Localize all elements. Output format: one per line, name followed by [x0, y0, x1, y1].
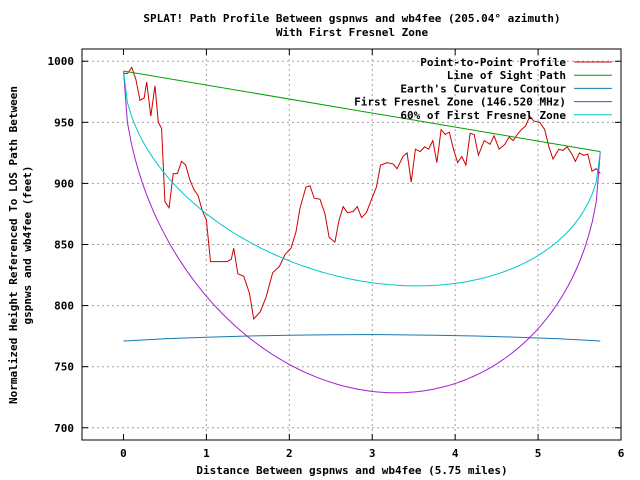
series-line-3 [123, 70, 601, 394]
y-tick-label: 900 [54, 177, 74, 190]
y-tick-label: 800 [54, 300, 74, 313]
series-line-4 [123, 70, 601, 287]
x-tick-label: 2 [286, 447, 293, 460]
legend-label: Point-to-Point Profile [420, 56, 566, 69]
chart-title: SPLAT! Path Profile Between gspnws and w… [143, 12, 560, 25]
legend-label: Line of Sight Path [447, 69, 566, 82]
legend-label: First Fresnel Zone (146.520 MHz) [354, 96, 566, 109]
x-tick-label: 1 [203, 447, 210, 460]
y-axis-label-line-1: Normalized Height Referenced To LOS Path… [7, 86, 20, 404]
x-tick-label: 3 [369, 447, 376, 460]
series-line-0 [123, 66, 601, 321]
y-tick-label: 850 [54, 239, 74, 252]
grid-lines [82, 49, 621, 440]
x-tick-label: 6 [618, 447, 625, 460]
x-tick-label: 0 [120, 447, 127, 460]
y-tick-label: 750 [54, 361, 74, 374]
x-axis-label: Distance Between gspnws and wb4fee (5.75… [196, 464, 507, 477]
y-tick-label: 700 [54, 422, 74, 435]
series-line-2 [123, 334, 601, 342]
x-tick-label: 4 [452, 447, 459, 460]
y-tick-label: 950 [54, 116, 74, 129]
series-line-1 [123, 70, 601, 153]
legend-label: 60% of First Fresnel Zone [400, 109, 566, 122]
plot-frame [81, 48, 622, 441]
x-tick-label: 5 [535, 447, 542, 460]
chart-subtitle: With First Fresnel Zone [276, 26, 429, 39]
y-tick-label: 1000 [48, 55, 75, 68]
y-axis-label-line-2: gspnws and wb4fee (feet) [21, 166, 34, 325]
series-lines [123, 66, 601, 394]
legend-label: Earth's Curvature Contour [400, 82, 566, 95]
